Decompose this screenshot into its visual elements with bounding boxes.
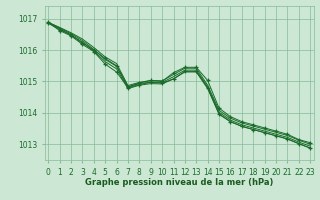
X-axis label: Graphe pression niveau de la mer (hPa): Graphe pression niveau de la mer (hPa) (85, 178, 273, 187)
